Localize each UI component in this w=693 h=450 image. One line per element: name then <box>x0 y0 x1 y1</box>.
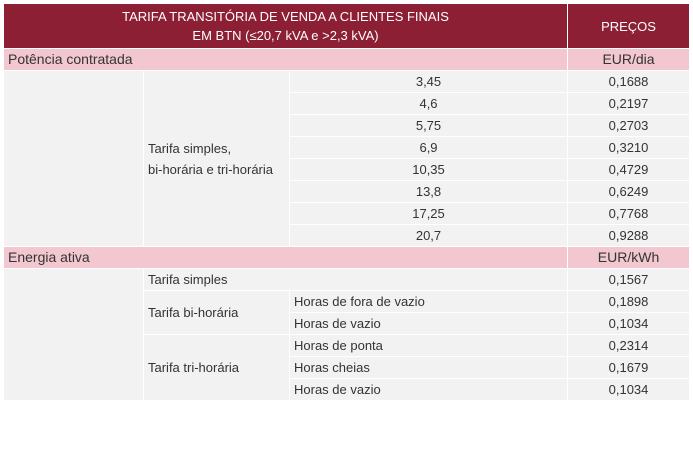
section-label-energia: Energia ativa <box>2 246 569 269</box>
section-unit-energia: EUR/kWh <box>567 246 691 269</box>
table-row: Tarifa bi-horária Horas de fora de vazio… <box>4 290 691 335</box>
kva-value: 5,75 <box>288 114 569 137</box>
period-label: Horas de fora de vazio <box>288 290 569 313</box>
table-row: 4,6 0,2197 <box>4 92 691 115</box>
table-row: Tarifa simples, bi-horária e tri-horária… <box>3 70 691 247</box>
empty-cell <box>3 70 144 247</box>
table-row: 13,8 0,6249 <box>4 180 691 203</box>
kva-value: 20,7 <box>288 224 569 247</box>
price-value: 0,2703 <box>567 114 691 137</box>
price-value: 0,7768 <box>567 202 691 225</box>
kva-value: 10,35 <box>288 158 569 181</box>
kva-value: 6,9 <box>288 136 569 159</box>
price-value: 0,1898 <box>567 290 691 313</box>
price-value: 0,1688 <box>567 70 691 93</box>
section-label-potencia: Potência contratada <box>2 48 569 71</box>
price-value: 0,9288 <box>567 224 691 247</box>
section-row-energia: Energia ativa EUR/kWh <box>2 246 691 269</box>
price-value: 0,6249 <box>567 180 691 203</box>
period-label: Horas de vazio <box>288 378 569 401</box>
price-value: 0,3210 <box>567 136 691 159</box>
prices-header: PREÇOS <box>567 3 691 49</box>
table-title-line-2: EM BTN (≤20,7 kVA e >2,3 kVA) <box>192 28 379 43</box>
group-label-line-1: Tarifa simples, <box>148 140 232 156</box>
period-label: Horas de ponta <box>288 334 569 357</box>
table-row: Horas de vazio 0,1034 <box>4 378 691 401</box>
price-value: 0,1567 <box>567 268 691 291</box>
section-unit-potencia: EUR/dia <box>567 48 691 71</box>
table-title: TARIFA TRANSITÓRIA DE VENDA A CLIENTES F… <box>2 3 569 49</box>
period-label: Horas de vazio <box>288 312 569 335</box>
price-value: 0,2314 <box>567 334 691 357</box>
kva-value: 13,8 <box>288 180 569 203</box>
price-value: 0,1679 <box>567 356 691 379</box>
kva-value: 3,45 <box>288 70 569 93</box>
table-row: 5,75 0,2703 <box>4 114 691 137</box>
tariff-label-tri: Tarifa tri-horária <box>143 334 290 401</box>
table-row: 17,25 0,7768 <box>4 202 691 225</box>
tariff-label-simples: Tarifa simples <box>142 268 569 291</box>
table-row: Tarifa simples 0,1567 <box>3 268 691 401</box>
table-title-line-1: TARIFA TRANSITÓRIA DE VENDA A CLIENTES F… <box>122 9 449 24</box>
price-value: 0,1034 <box>567 312 691 335</box>
section-row-potencia: Potência contratada EUR/dia <box>2 48 691 71</box>
tariff-label-bi: Tarifa bi-horária <box>143 290 290 335</box>
group-label-line-2: bi-horária e tri-horária <box>148 161 273 177</box>
table-row: 6,9 0,3210 <box>4 136 691 159</box>
header-row: TARIFA TRANSITÓRIA DE VENDA A CLIENTES F… <box>2 3 691 49</box>
price-value: 0,2197 <box>567 92 691 115</box>
kva-value: 17,25 <box>288 202 569 225</box>
group-label-potencia: Tarifa simples, bi-horária e tri-horária <box>143 70 290 247</box>
table-row: 20,7 0,9288 <box>4 224 691 247</box>
price-value: 0,4729 <box>567 158 691 181</box>
tarifa-table: TARIFA TRANSITÓRIA DE VENDA A CLIENTES F… <box>2 3 691 401</box>
price-value: 0,1034 <box>567 378 691 401</box>
period-label: Horas cheias <box>288 356 569 379</box>
empty-cell <box>3 268 144 401</box>
kva-value: 4,6 <box>288 92 569 115</box>
